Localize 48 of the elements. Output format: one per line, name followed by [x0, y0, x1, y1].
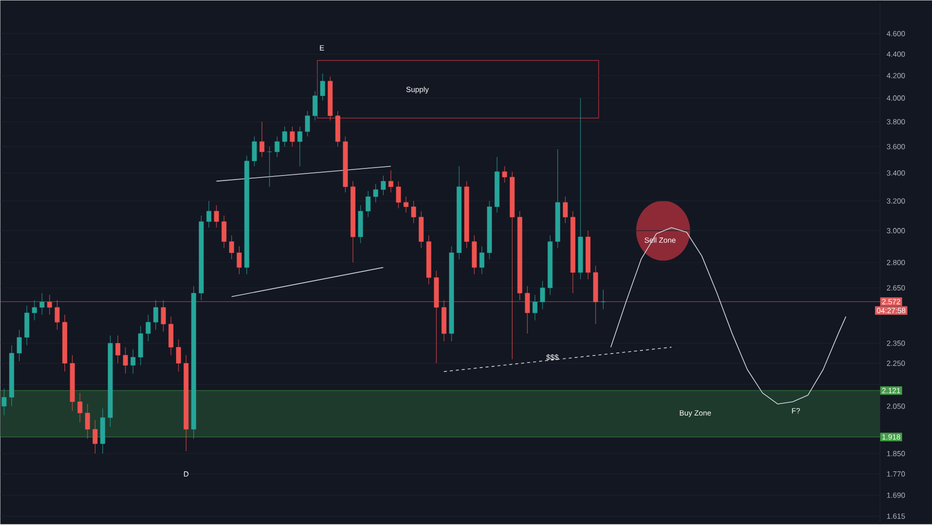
- candlestick: [168, 316, 174, 356]
- candlestick: [524, 286, 530, 334]
- candlestick: [600, 290, 606, 310]
- candlestick: [411, 200, 416, 224]
- candlestick: [562, 196, 568, 224]
- candlestick: [16, 330, 22, 362]
- candlestick: [305, 110, 310, 137]
- candlestick: [479, 246, 484, 275]
- candlestick: [396, 181, 401, 209]
- candlestick: [236, 246, 242, 275]
- candlestick: [388, 170, 394, 193]
- candlestick: [32, 300, 37, 321]
- candlestick: [138, 326, 144, 366]
- candlestick: [373, 184, 378, 203]
- candlestick: [214, 205, 219, 228]
- candlestick: [92, 420, 98, 454]
- candlestick: [274, 136, 280, 158]
- candlestick: [2, 388, 7, 416]
- candlestick: [380, 176, 386, 196]
- candlestick: [222, 216, 226, 248]
- candlestick: [297, 126, 302, 167]
- candlestick: [160, 300, 166, 332]
- candlestick: [282, 126, 288, 148]
- candlestick: [320, 73, 326, 101]
- candlestick: [146, 314, 151, 342]
- candlestick: [229, 235, 234, 260]
- candlestick: [123, 347, 128, 374]
- candlestick: [47, 294, 52, 316]
- candlestick: [540, 280, 545, 310]
- candlestick: [260, 122, 264, 158]
- candlestick: [502, 166, 508, 184]
- candlestick: [206, 200, 212, 228]
- candlestick: [290, 126, 295, 148]
- candlestick: [85, 404, 90, 440]
- candlestick: [267, 146, 272, 188]
- candlestick: [115, 335, 120, 364]
- candlestick: [40, 293, 44, 316]
- candlestick: [176, 339, 181, 372]
- line-series: [610, 227, 846, 405]
- candlestick: [54, 300, 60, 330]
- candlestick: [312, 91, 318, 121]
- candlestick: [78, 392, 82, 423]
- candlestick: [404, 196, 408, 214]
- candlestick: [532, 294, 538, 321]
- candlestick: [252, 136, 257, 167]
- candlestick: [130, 349, 136, 374]
- candlestick: [153, 300, 158, 330]
- candlestick: [366, 190, 371, 218]
